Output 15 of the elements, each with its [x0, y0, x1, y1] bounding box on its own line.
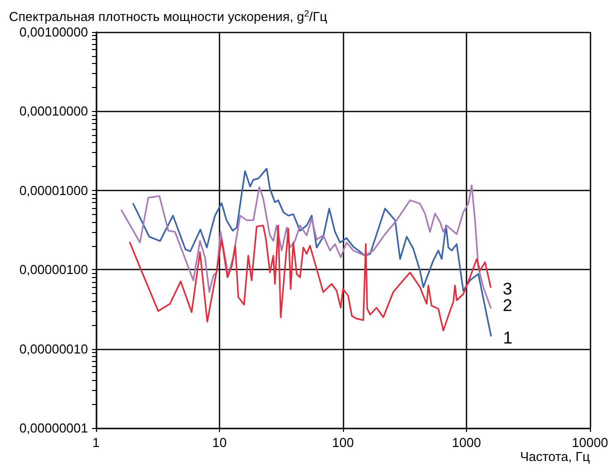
x-axis-title: Частота, Гц [520, 449, 591, 464]
x-tick-label: 10 [212, 435, 227, 450]
x-tick-label: 10000 [572, 435, 608, 450]
y-tick-label: 0,00001000 [19, 182, 88, 198]
y-tick-label: 0,00000001 [19, 420, 88, 436]
y-tick-label: 0,00000100 [19, 262, 88, 278]
series-label: 3 [502, 280, 512, 299]
x-tick-label: 100 [332, 435, 354, 450]
x-tick-label: 1 [92, 435, 100, 450]
x-tick-label: 1000 [452, 435, 481, 450]
y-tick-label: 0,00010000 [19, 104, 88, 119]
y-tick-label: 0,00000010 [19, 341, 88, 356]
series-label: 2 [502, 296, 512, 316]
series-label: 1 [503, 328, 512, 348]
y-tick-label: 0,00100000 [19, 24, 88, 40]
